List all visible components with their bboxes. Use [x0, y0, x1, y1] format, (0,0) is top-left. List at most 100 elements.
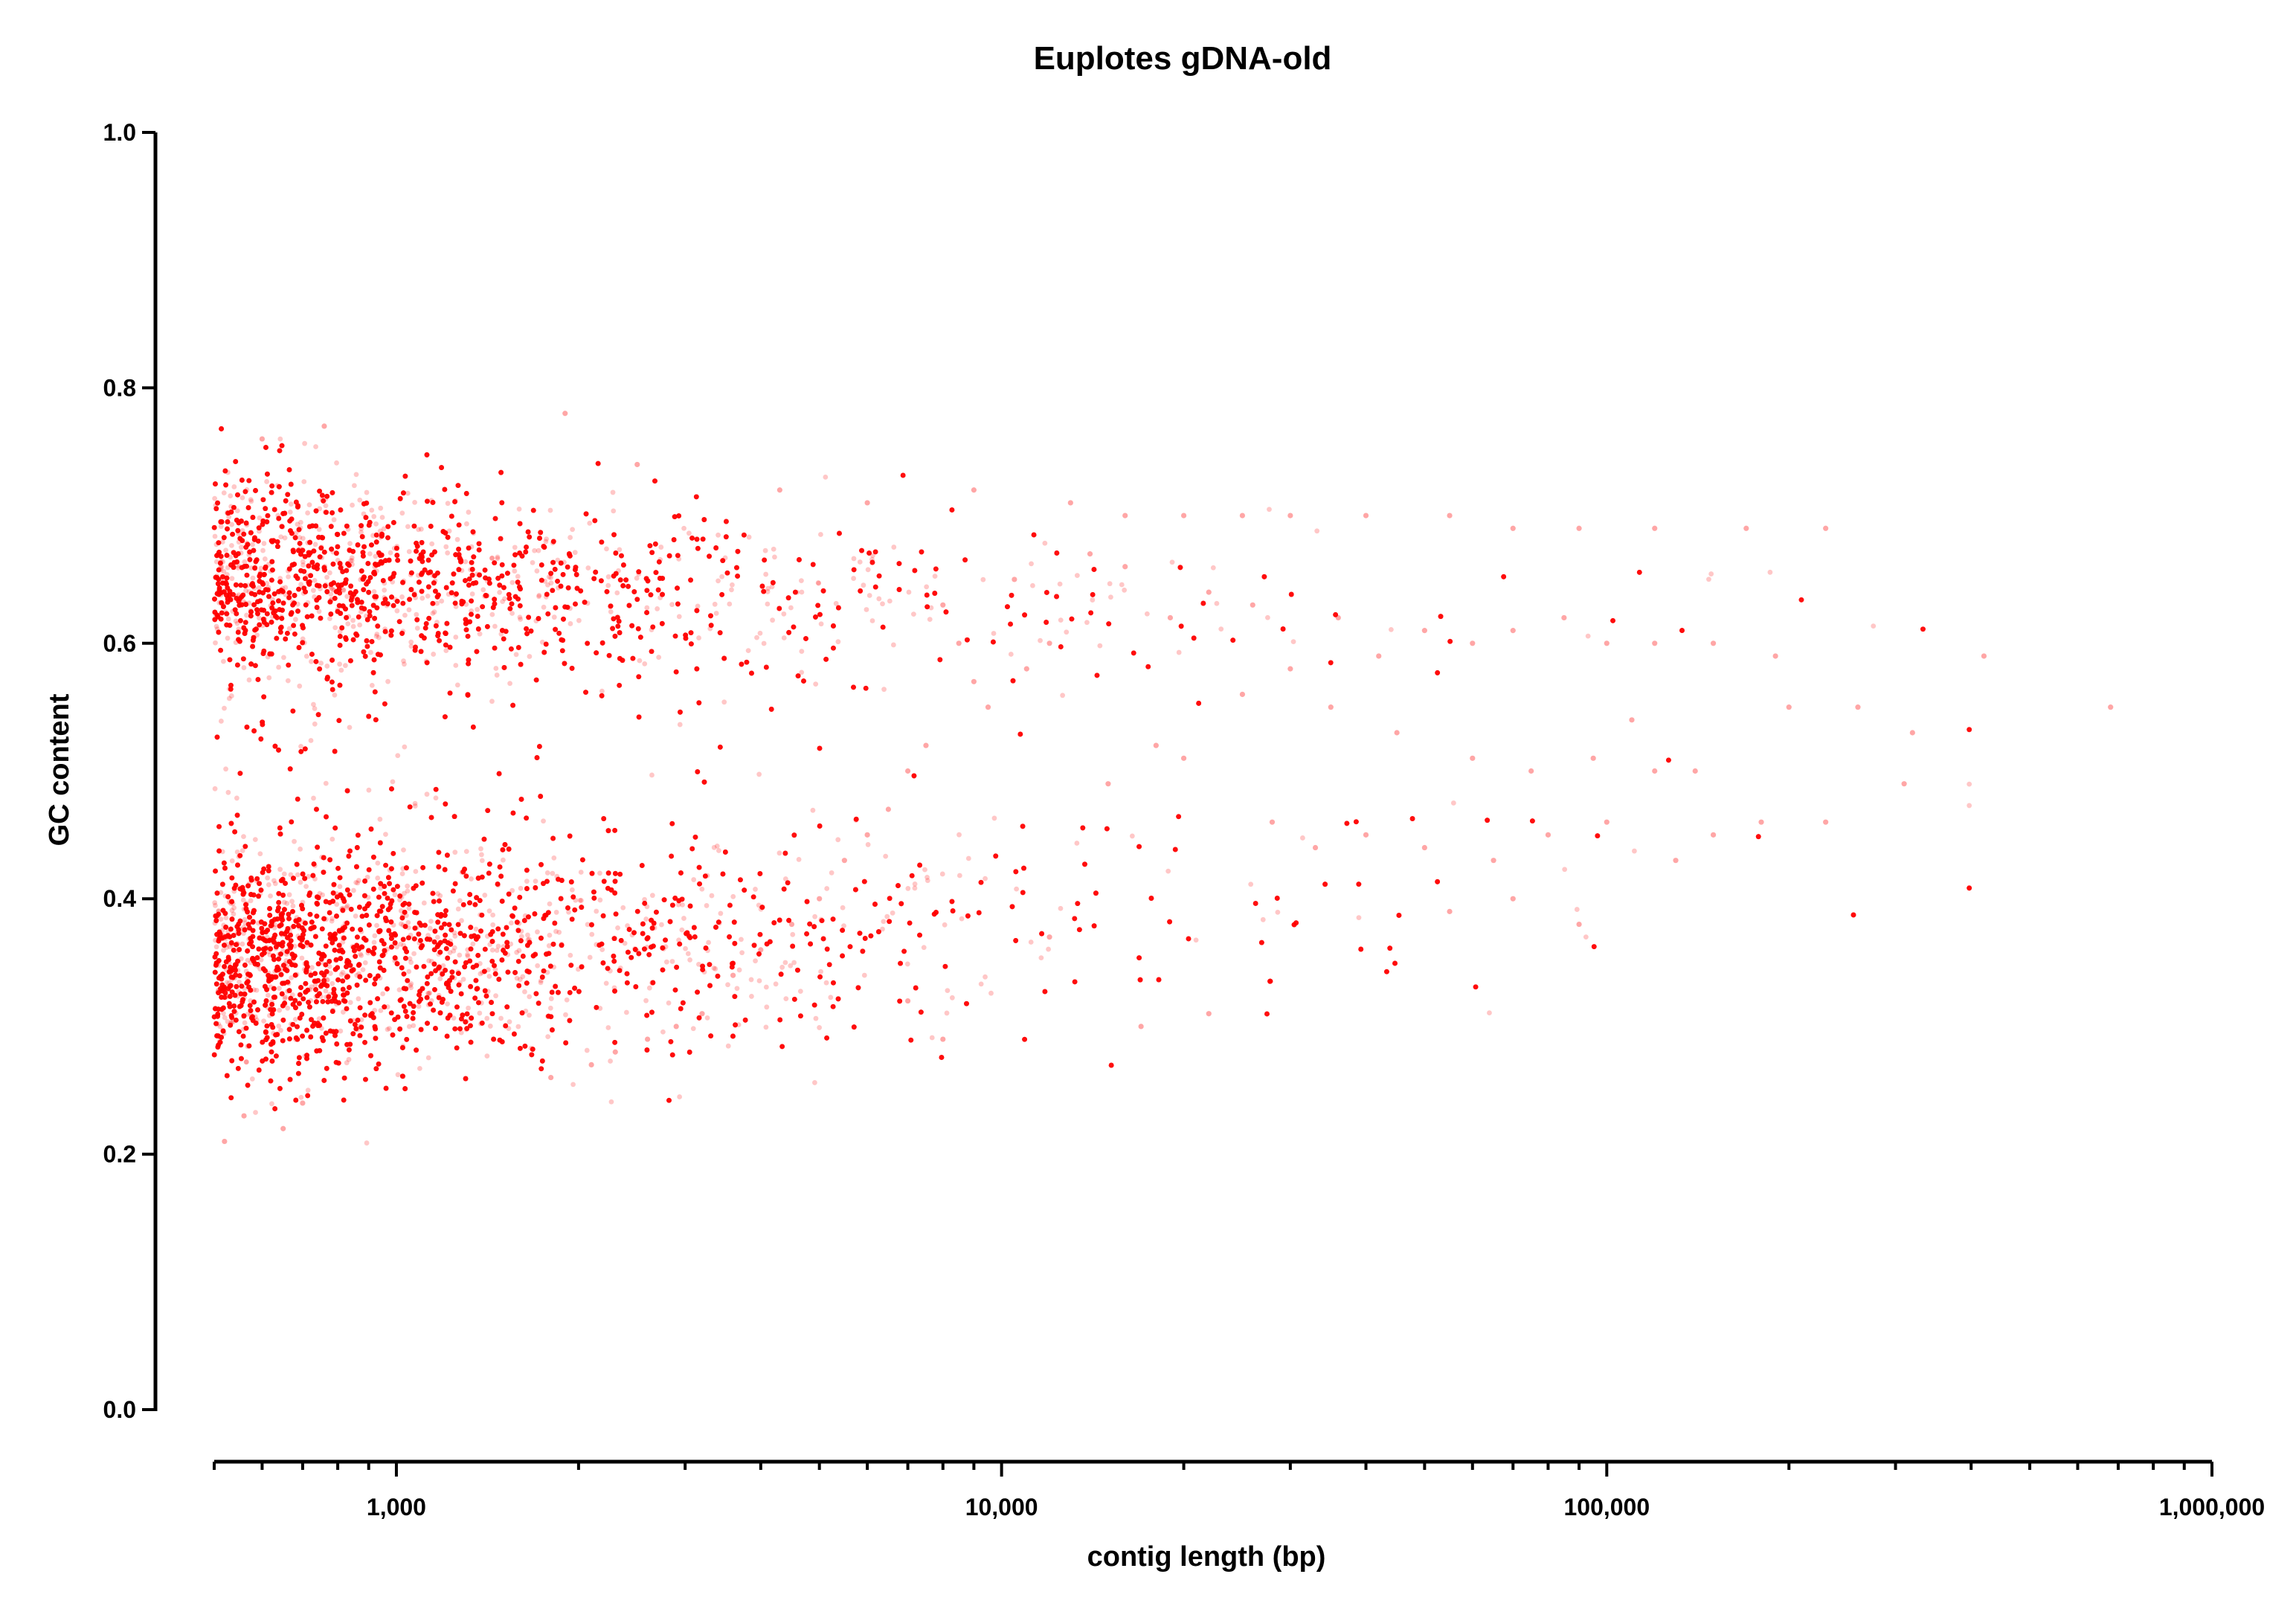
scatter-point	[691, 877, 697, 882]
scatter-point	[1239, 513, 1246, 518]
scatter-point	[505, 951, 511, 957]
scatter-point	[261, 541, 267, 546]
scatter-point	[429, 541, 435, 547]
scatter-point	[234, 795, 239, 801]
scatter-point	[309, 965, 315, 971]
scatter-point	[525, 932, 530, 938]
scatter-point	[489, 556, 495, 561]
scatter-point	[1108, 594, 1113, 600]
scatter-point	[770, 617, 776, 623]
scatter-point	[298, 743, 303, 749]
scatter-point	[690, 1026, 696, 1032]
scatter-point	[390, 779, 396, 785]
scatter-point	[285, 678, 291, 684]
scatter-point	[245, 1044, 251, 1050]
scatter-point	[320, 892, 326, 898]
scatter-point	[466, 1005, 471, 1011]
scatter-point	[245, 976, 251, 981]
scatter-point	[644, 945, 650, 950]
scatter-point	[773, 981, 779, 987]
scatter-point	[241, 991, 246, 997]
scatter-point	[262, 616, 268, 622]
scatter-point	[283, 951, 289, 957]
scatter-point	[547, 932, 553, 938]
scatter-point	[340, 969, 346, 975]
scatter-point	[250, 575, 256, 581]
scatter-point	[254, 1017, 260, 1023]
scatter-point	[669, 602, 675, 608]
scatter-point	[424, 791, 430, 797]
scatter-point	[477, 631, 483, 637]
scatter-point	[1107, 581, 1113, 587]
scatter-point	[922, 867, 927, 873]
scatter-point	[443, 544, 449, 550]
scatter-point	[305, 510, 311, 515]
scatter-point	[431, 652, 437, 657]
scatter-point	[282, 995, 288, 1001]
scatter-point	[932, 574, 938, 579]
scatter-point	[220, 580, 225, 586]
scatter-point	[910, 611, 916, 617]
scatter-point	[298, 879, 303, 885]
scatter-point	[233, 1010, 239, 1016]
scatter-point	[890, 642, 896, 648]
scatter-point	[905, 886, 911, 891]
scatter-point	[1097, 643, 1103, 649]
scatter-point	[297, 546, 303, 551]
scatter-point	[406, 969, 412, 974]
scatter-point	[386, 1026, 392, 1032]
scatter-point	[452, 592, 458, 598]
scatter-point	[242, 559, 248, 565]
scatter-point	[817, 1025, 823, 1030]
scatter-point	[1583, 934, 1589, 940]
scatter-point	[451, 948, 457, 954]
scatter-point	[1356, 915, 1362, 921]
scatter-point	[776, 850, 782, 856]
scatter-point	[252, 565, 258, 570]
scatter-point	[218, 890, 224, 896]
scatter-point	[869, 618, 875, 623]
scatter-point	[696, 635, 701, 640]
scatter-point	[286, 892, 292, 898]
scatter-point	[363, 613, 369, 619]
scatter-point	[649, 893, 655, 899]
scatter-point	[268, 893, 273, 899]
scatter-point	[490, 912, 496, 918]
scatter-point	[556, 929, 562, 935]
scatter-point	[445, 550, 451, 556]
scatter-point	[383, 832, 388, 838]
scatter-point	[332, 625, 338, 631]
scatter-point	[396, 987, 402, 993]
scatter-point	[402, 890, 407, 896]
scatter-point	[865, 842, 871, 847]
scatter-point	[276, 951, 282, 957]
scatter-point	[484, 593, 490, 599]
scatter-point	[563, 1012, 568, 1018]
scatter-point	[299, 955, 305, 961]
scatter-point	[1090, 597, 1096, 603]
scatter-point	[387, 867, 393, 873]
scatter-point	[312, 876, 318, 881]
scatter-point	[307, 970, 312, 975]
scatter-point	[1562, 867, 1568, 873]
scatter-point	[518, 885, 524, 891]
scatter-point	[762, 547, 768, 553]
scatter-point	[716, 848, 721, 853]
scatter-point	[1180, 513, 1187, 518]
scatter-point	[356, 996, 361, 1002]
scatter-point	[213, 640, 218, 646]
scatter-point	[222, 936, 228, 942]
scatter-point	[451, 945, 457, 951]
scatter-point	[216, 1038, 222, 1044]
scatter-point	[536, 592, 542, 598]
scatter-point	[1058, 905, 1064, 911]
scatter-point	[231, 484, 237, 489]
scatter-point	[959, 916, 965, 922]
scatter-point	[887, 598, 893, 604]
scatter-point	[281, 899, 287, 905]
scatter-point	[277, 965, 283, 971]
scatter-point	[479, 852, 484, 858]
scatter-point	[480, 587, 486, 593]
scatter-point	[1087, 551, 1093, 557]
scatter-point	[813, 681, 819, 687]
